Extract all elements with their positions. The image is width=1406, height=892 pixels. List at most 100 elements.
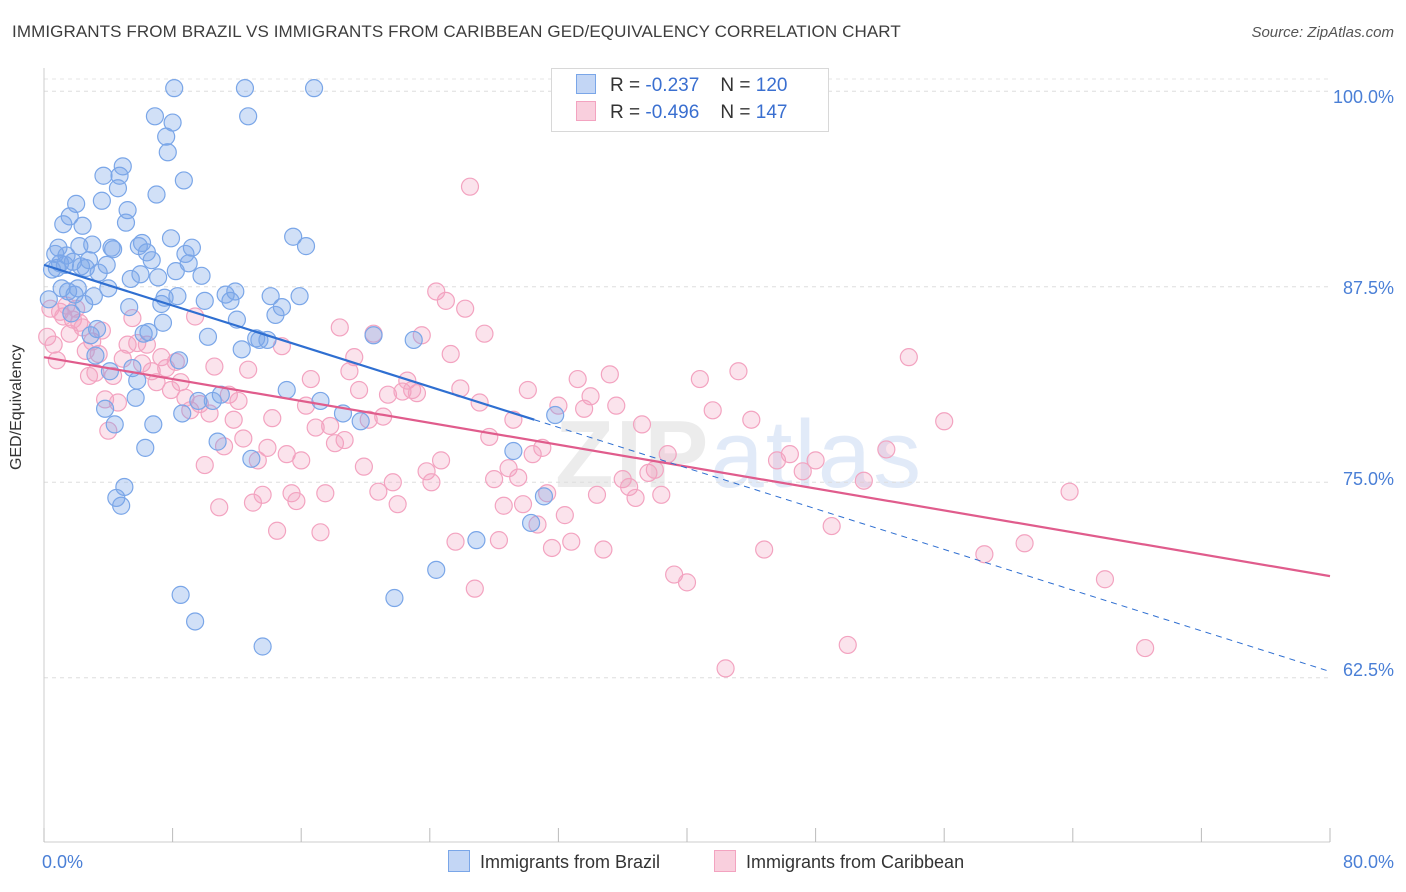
caribbean-point (494, 496, 513, 515)
bottom-legend-swatch-brazil (448, 850, 470, 873)
brazil-point (216, 285, 235, 304)
caribbean-point (210, 498, 229, 517)
caribbean-point (677, 573, 697, 592)
brazil-point (296, 237, 316, 256)
caribbean-point (485, 470, 504, 489)
caribbean-point (645, 460, 664, 479)
brazil-point (161, 229, 181, 248)
caribbean-point (456, 299, 475, 318)
brazil-point (97, 255, 116, 274)
caribbean-point (417, 462, 436, 481)
brazil-point (95, 399, 115, 418)
caribbean-point (690, 369, 709, 389)
legend-r-label: R = (610, 75, 641, 96)
brazil-point (79, 251, 99, 270)
caribbean-point (243, 493, 263, 512)
brazil-point (284, 227, 303, 246)
brazil-trend-line (43, 263, 535, 421)
caribbean-point (626, 488, 645, 508)
caribbean-point (311, 523, 330, 542)
caribbean-point (205, 357, 224, 376)
legend-r-value-brazil: -0.237 (645, 75, 700, 96)
caribbean-point (528, 515, 547, 534)
legend-swatch-caribbean (576, 100, 596, 121)
caribbean-point (854, 471, 873, 490)
caribbean-point (607, 396, 626, 415)
brazil-point (546, 405, 565, 425)
caribbean-point (113, 349, 132, 368)
caribbean-point (354, 457, 373, 476)
brazil-point (189, 391, 208, 411)
caribbean-point (239, 360, 258, 379)
legend-n-value-caribbean: 147 (755, 102, 788, 123)
caribbean-point (562, 532, 581, 551)
brazil-point (118, 201, 137, 220)
caribbean-point (793, 462, 812, 481)
caribbean-point (594, 540, 613, 559)
brazil-point (62, 304, 81, 323)
brazil-point (145, 107, 165, 126)
caribbean-point (325, 434, 345, 453)
brazil-point (174, 171, 193, 190)
brazil-point (198, 327, 218, 346)
caribbean-point (538, 484, 557, 503)
brazil-point (121, 269, 140, 289)
caribbean-point (301, 369, 320, 389)
legend-r-label: R = (610, 102, 641, 123)
x-tick-label-max: 80.0% (1342, 852, 1394, 872)
brazil-point (39, 290, 58, 309)
caribbean-point (652, 485, 671, 504)
brazil-point (168, 287, 187, 306)
caribbean-point (431, 451, 451, 470)
caribbean-point (499, 459, 518, 478)
caribbean-point (152, 348, 171, 367)
brazil-point (304, 79, 324, 98)
brazil-point (73, 216, 92, 235)
brazil-point (94, 166, 113, 185)
bottom-legend-caribbean: Immigrants from Caribbean (714, 850, 965, 874)
brazil-point (195, 291, 214, 310)
caribbean-point (489, 531, 509, 550)
brazil-point (171, 585, 190, 604)
caribbean-point (267, 521, 287, 540)
bottom-legend-brazil: Immigrants from Brazil (448, 850, 660, 874)
brazil-trend-line-extension (534, 419, 1331, 673)
caribbean-point (253, 485, 272, 504)
caribbean-point (1015, 534, 1034, 553)
caribbean-point (542, 538, 562, 558)
brazil-point (87, 319, 107, 339)
caribbean-point (441, 344, 460, 364)
caribbean-point (321, 416, 340, 436)
y-tick-label-100: 100.0% (1332, 87, 1394, 107)
brazil-point (311, 391, 330, 411)
caribbean-point (1060, 482, 1079, 501)
caribbean-point (1095, 570, 1115, 589)
caribbean-point (587, 485, 607, 504)
brazil-point (404, 330, 423, 350)
brazil-point (112, 496, 131, 515)
brazil-point (385, 588, 404, 608)
brazil-point (86, 346, 105, 365)
caribbean-point (518, 380, 537, 400)
caribbean-point (446, 532, 465, 551)
brazil-point (165, 79, 184, 98)
caribbean-point (935, 412, 954, 431)
brazil-point (131, 265, 150, 284)
y-tick-label-87-5: 87.5% (1342, 278, 1394, 298)
brazil-point (467, 531, 486, 550)
source-credit: Source: ZipAtlas.com (1251, 24, 1394, 41)
brazil-point (261, 287, 280, 306)
caribbean-point (369, 482, 388, 501)
caribbean-point (523, 445, 542, 464)
caribbean-point (388, 495, 407, 514)
caribbean-point (161, 380, 181, 400)
brazil-point (173, 404, 192, 423)
brazil-point (126, 388, 145, 407)
brazil-point (67, 194, 86, 213)
y-tick-label-62-5: 62.5% (1342, 660, 1394, 680)
brazil-point (84, 287, 103, 306)
caribbean-point (330, 318, 349, 337)
bottom-legend-label-caribbean: Immigrants from Caribbean (746, 852, 965, 872)
brazil-point (105, 415, 124, 434)
caribbean-point (195, 455, 214, 475)
